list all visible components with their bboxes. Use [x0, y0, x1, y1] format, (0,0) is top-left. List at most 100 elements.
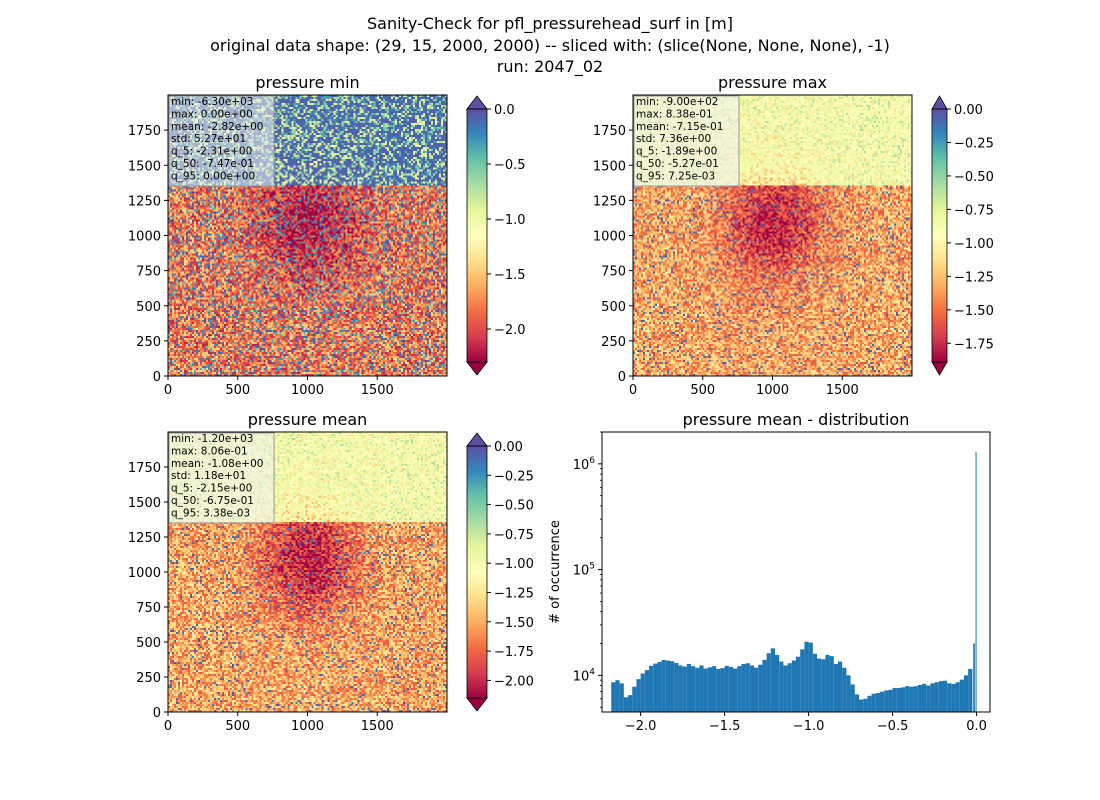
- stats-line: max: 8.38e-01: [636, 108, 713, 120]
- y-tick-label: 250: [136, 671, 161, 686]
- histogram-bar: [850, 684, 855, 712]
- histogram-bar: [649, 665, 654, 712]
- histogram-bar: [741, 663, 746, 712]
- figure-title-line-2: original data shape: (29, 15, 2000, 2000…: [210, 36, 890, 55]
- x-tick-label: 500: [225, 719, 250, 734]
- histogram-bar: [963, 675, 969, 712]
- histogram-bar: [892, 687, 897, 712]
- stats-line: q_95: 3.38e-03: [171, 507, 250, 519]
- stats-line: min: -6.30e+03: [171, 96, 253, 108]
- stats-line: q_5: -1.89e+00: [636, 146, 717, 158]
- y-tick-label: 1500: [128, 496, 161, 511]
- histogram-bar: [716, 668, 721, 712]
- histogram-bar: [905, 686, 910, 712]
- colorbar-tick-label: 0.0: [494, 103, 515, 118]
- y-tick-label: 1750: [128, 124, 161, 139]
- x-tick-label: 1000: [756, 383, 789, 398]
- panel-title: pressure max: [718, 73, 827, 92]
- y-tick-label: 250: [136, 335, 161, 350]
- y-tick-label: 500: [136, 636, 161, 651]
- colorbar-tick-label: −0.25: [494, 469, 534, 484]
- colorbar-frame: [931, 108, 948, 363]
- colorbar-extend-top: [466, 432, 488, 447]
- histogram-bar: [611, 682, 616, 712]
- histogram-bar: [829, 656, 834, 712]
- colorbar-tick-label: −0.75: [954, 203, 994, 218]
- histogram-bar: [745, 663, 750, 712]
- histogram-bar: [879, 691, 885, 712]
- histogram-bar: [787, 663, 792, 712]
- histogram-bar: [724, 665, 729, 712]
- histogram-bar: [917, 685, 922, 712]
- stats-line: std: 5.27e+01: [171, 133, 246, 145]
- y-tick-label: 1250: [128, 194, 161, 209]
- histogram-bar: [926, 685, 931, 712]
- histogram-bar: [762, 659, 767, 712]
- colorbar-tick-label: −1.25: [494, 587, 534, 602]
- y-tick-label: 1750: [128, 461, 161, 476]
- stats-line: mean: -1.08e+00: [171, 458, 263, 470]
- histogram-bar: [842, 667, 847, 712]
- stats-line: q_5: -2.31e+00: [171, 146, 252, 158]
- x-tick-label: 0: [629, 383, 637, 398]
- histogram-bar: [837, 661, 843, 712]
- histogram-bar: [657, 661, 662, 712]
- axes-frame: [601, 431, 991, 713]
- histogram-bar: [884, 690, 889, 712]
- stats-line: std: 7.36e+00: [636, 133, 711, 145]
- histogram-bar: [686, 663, 692, 712]
- y-tick-label: 1250: [128, 531, 161, 546]
- y-tick-label: 750: [136, 601, 161, 616]
- figure-title-line-1: Sanity-Check for pfl_pressurehead_surf i…: [367, 14, 733, 33]
- colorbar-tick-label: −1.50: [494, 616, 534, 631]
- histogram-bar: [749, 665, 755, 712]
- histogram-bar: [691, 666, 696, 712]
- histogram-bar: [955, 682, 960, 712]
- histogram-bar: [733, 668, 738, 712]
- colorbar-tick-label: −1.25: [954, 270, 994, 285]
- colorbar: 0.00 −0.25 −0.50 −0.75 −1.00 −1.25 −1.50 −1.75: [931, 95, 994, 376]
- y-tick-label: 0: [618, 370, 626, 385]
- histogram-bar: [888, 689, 893, 712]
- stats-box-frame: [168, 95, 275, 187]
- y-tick-label: 1250: [593, 194, 626, 209]
- colorbar-extend-top: [931, 95, 948, 110]
- y-tick-label: 750: [601, 265, 626, 280]
- histogram-bar: [791, 660, 796, 712]
- colorbar-tick-label: −1.0: [494, 213, 526, 228]
- histogram-bar: [737, 666, 742, 712]
- x-tick-label: 1500: [361, 383, 394, 398]
- colorbar-extend-bottom: [466, 697, 488, 712]
- colorbar-extend-bottom: [466, 361, 488, 376]
- x-tick-label: 0.0: [966, 719, 987, 734]
- histogram-bar: [968, 668, 973, 712]
- histogram-bar: [854, 694, 859, 712]
- x-tick-label: −1.5: [709, 719, 741, 734]
- histogram-bar: [754, 667, 759, 712]
- histogram-bar: [833, 663, 838, 712]
- histogram-bar: [703, 668, 708, 712]
- stats-box-frame: [168, 432, 275, 524]
- histogram-bar: [619, 683, 624, 712]
- histogram-bar: [938, 681, 943, 712]
- histogram-bar: [682, 666, 687, 712]
- histogram-bar: [766, 653, 771, 712]
- colorbar-tick-label: −1.5: [494, 268, 526, 283]
- colorbar: 0.00 −0.25 −0.50 −0.75 −1.00 −1.25 −1.50 −1.75 −…: [466, 432, 534, 712]
- x-tick-label: −1.0: [793, 719, 825, 734]
- x-tick-label: 0: [164, 383, 172, 398]
- histogram-bar: [973, 643, 975, 712]
- y-tick-label: 500: [601, 300, 626, 315]
- histogram-bar: [825, 654, 830, 712]
- stats-line: q_5: -2.15e+00: [171, 483, 252, 495]
- histogram-bar: [779, 661, 784, 712]
- colorbar-tick-label: −1.00: [494, 557, 534, 572]
- x-tick-label: 1000: [291, 383, 324, 398]
- histogram-bar: [728, 666, 734, 712]
- heatmap-panel: pressure max 0 500 1000 1500 0 250 500 750 1000 12…: [593, 73, 994, 398]
- histogram-bar: [720, 668, 725, 712]
- y-tick-label: 104: [573, 667, 596, 684]
- histogram-bar: [896, 687, 901, 712]
- histogram-bar: [615, 680, 620, 712]
